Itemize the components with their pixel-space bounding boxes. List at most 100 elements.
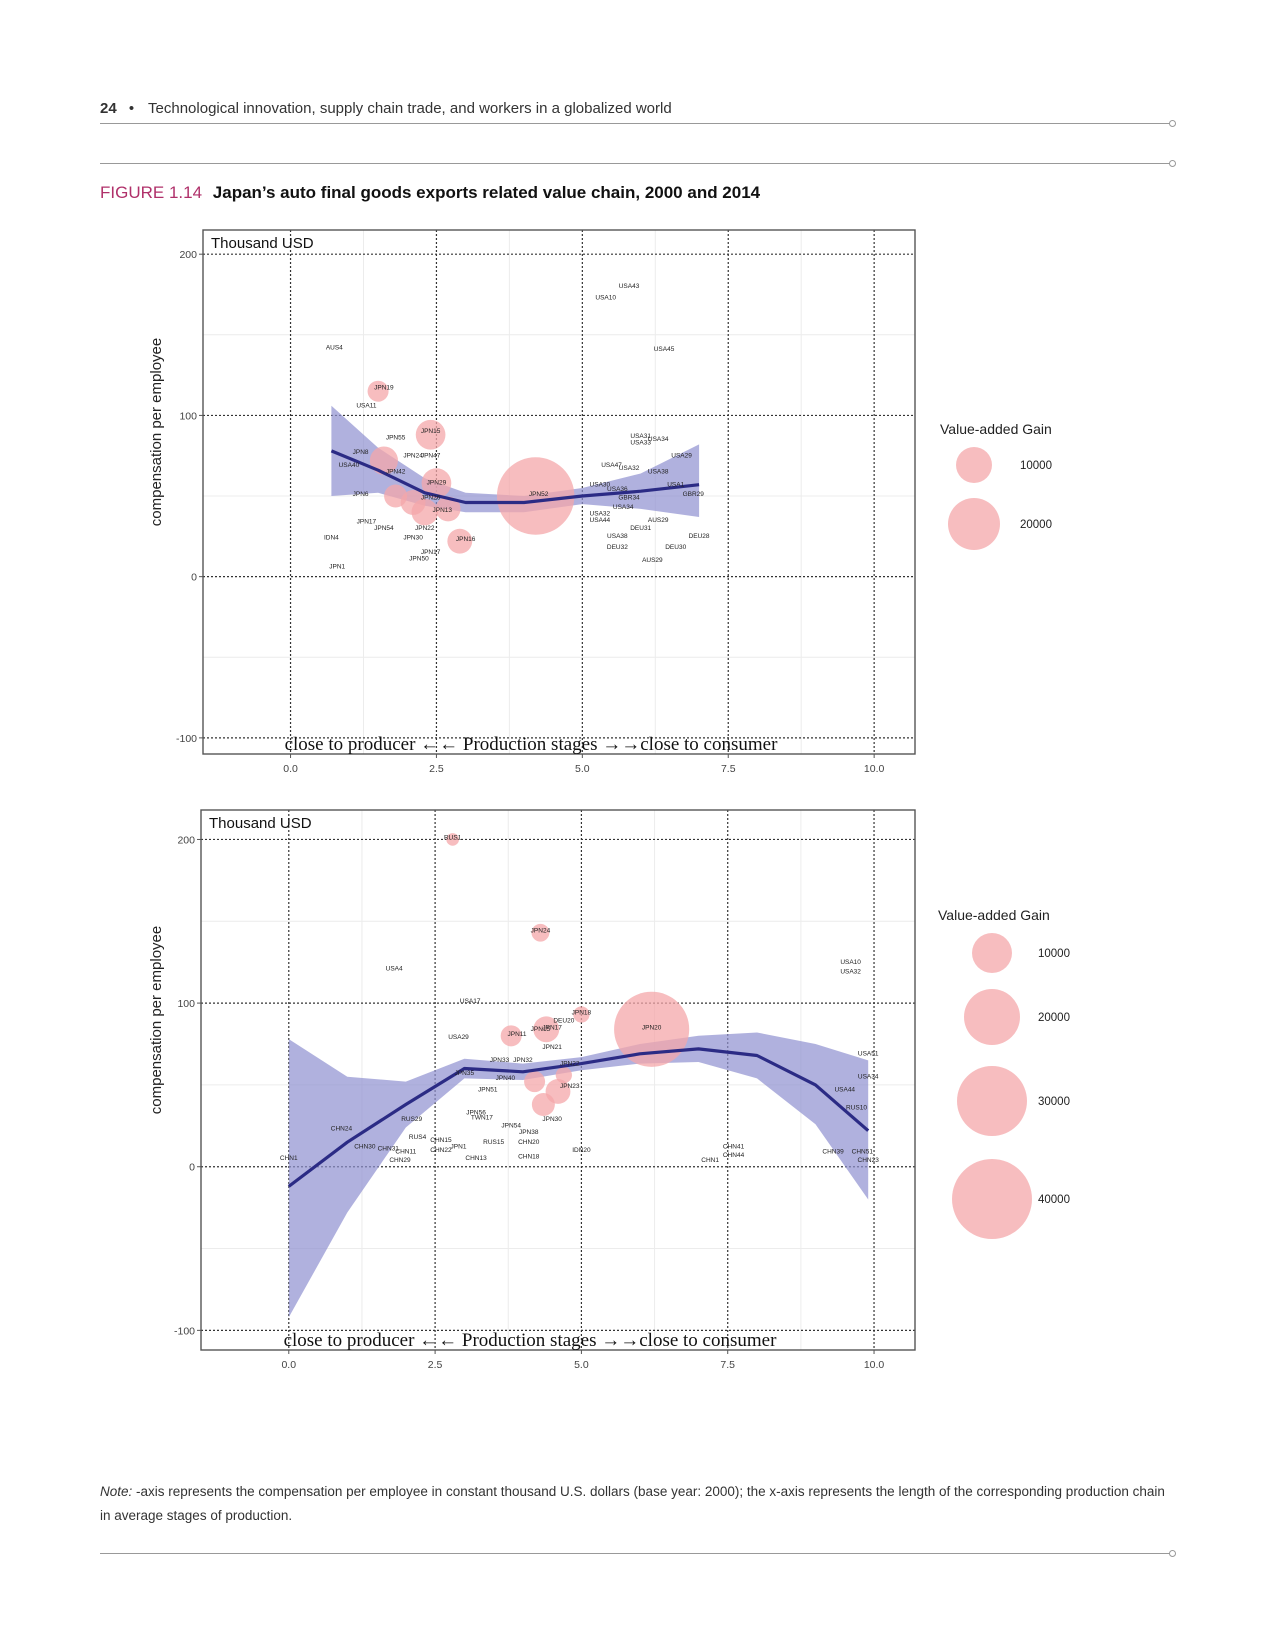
point-label: JPN51: [478, 1086, 498, 1093]
figure-label: FIGURE 1.14: [100, 183, 203, 202]
value-added-bubble: [447, 528, 473, 554]
point-label: JPN18: [572, 1010, 592, 1017]
confidence-ribbon: [288, 1032, 869, 1318]
unit-label: Thousand USD: [211, 235, 314, 252]
point-label: JPN23: [560, 1083, 580, 1090]
point-label: JPN1: [451, 1144, 467, 1151]
point-label: JPN32: [513, 1057, 533, 1064]
point-label: JPN54: [501, 1122, 521, 1129]
point-label: DEU31: [630, 525, 651, 532]
point-label: JPN15: [421, 428, 441, 435]
page-number: 24: [100, 100, 117, 117]
point-label: USA31: [630, 433, 651, 440]
point-label: JPN20: [642, 1024, 662, 1031]
legend-swatch: [957, 1066, 1027, 1136]
point-label: CHN51: [852, 1149, 874, 1156]
legend-swatch: [952, 1159, 1032, 1239]
point-label: IDN20: [572, 1147, 591, 1154]
smooth-trend-line: [287, 1047, 870, 1188]
value-added-bubble: [415, 419, 446, 450]
y-tick-label: 100: [177, 998, 195, 1010]
header-bullet: •: [128, 100, 135, 117]
point-label: JPN35: [455, 1070, 475, 1077]
point-label: USA44: [590, 517, 611, 524]
point-label: JPN17: [357, 518, 377, 525]
y-tick-label: -100: [174, 1325, 195, 1337]
point-label: CHN44: [723, 1152, 745, 1159]
point-label: CHN31: [378, 1145, 400, 1152]
point-label: JPN52: [529, 491, 549, 498]
x-tick-label: 10.0: [864, 763, 885, 775]
point-label: DEU28: [689, 533, 710, 540]
x-tick-label: 7.5: [720, 1359, 735, 1371]
point-label: USA11: [356, 402, 376, 409]
point-label: JPN38: [519, 1129, 539, 1136]
point-label: USA30: [590, 481, 611, 488]
point-label: JPN15: [531, 1026, 551, 1033]
note-label: Note:: [100, 1484, 133, 1499]
x-tick-label: 7.5: [721, 763, 736, 775]
plot-border: [202, 229, 916, 755]
point-label: JPN11: [508, 1031, 527, 1038]
point-label: JPN26: [421, 494, 441, 501]
point-label: CHN23: [858, 1157, 880, 1164]
legend-title: Value-added Gain: [938, 907, 1050, 923]
plot-border: [200, 809, 916, 1351]
y-tick-label: 100: [179, 410, 197, 422]
x-tick-label: 2.5: [428, 1359, 443, 1371]
figure-note: Note: -axis represents the compensation …: [100, 1480, 1175, 1528]
point-label: GBR34: [618, 494, 640, 501]
point-label: JPN33: [490, 1057, 510, 1064]
point-label: USA29: [671, 452, 692, 459]
point-label: USA47: [601, 462, 622, 469]
point-label: RUS15: [483, 1139, 504, 1146]
value-added-bubble: [384, 484, 408, 508]
x-tick-label: 5.0: [575, 763, 590, 775]
point-label: USA45: [654, 346, 675, 353]
legend-label: 20000: [1020, 519, 1052, 531]
legend-label: 30000: [1038, 1096, 1070, 1108]
point-label: AUS4: [326, 344, 343, 351]
point-label: DEU32: [607, 544, 628, 551]
point-label: USA44: [834, 1086, 855, 1093]
point-label: JPN29: [427, 480, 447, 487]
point-label: JPN17: [421, 549, 441, 556]
legend-swatch: [964, 989, 1020, 1045]
point-label: USA33: [630, 439, 651, 446]
point-label: JPN40: [496, 1075, 516, 1082]
point-label: JPN6: [353, 491, 369, 498]
point-label: JPN16: [456, 536, 476, 543]
x-tick-label: 2.5: [429, 763, 444, 775]
point-label: USA32: [840, 969, 861, 976]
header-rule: [100, 120, 1176, 127]
point-label: RUS10: [846, 1104, 867, 1111]
point-label: CHN18: [518, 1154, 540, 1161]
x-tick-label: 5.0: [574, 1359, 589, 1371]
point-label: CHN20: [518, 1139, 540, 1146]
point-label: JPN17: [542, 1024, 562, 1031]
point-label: CHN13: [465, 1155, 487, 1162]
point-label: RUS29: [401, 1116, 422, 1123]
value-added-bubble: [555, 1066, 572, 1084]
value-added-bubble: [573, 1006, 590, 1023]
smooth-trend-line: [330, 449, 700, 505]
y-tick-label: 0: [191, 572, 197, 584]
point-label: CHN11: [395, 1149, 416, 1156]
legend-swatch: [956, 447, 992, 483]
figure-caption: Japan’s auto final goods exports related…: [212, 183, 761, 202]
production-stage-annotation: close to producer ←← Production stages →…: [285, 734, 779, 755]
point-label: DEU20: [553, 1018, 574, 1025]
legend-label: 20000: [1038, 1012, 1070, 1024]
value-added-bubble: [531, 923, 550, 942]
value-added-bubble: [614, 991, 690, 1067]
point-label: USA10: [595, 294, 616, 301]
point-label: JPN21: [542, 1044, 562, 1051]
figure-top-rule: [100, 160, 1176, 167]
point-label: CHN15: [430, 1137, 452, 1144]
point-label: IDN4: [324, 535, 339, 542]
point-label: JPN19: [374, 385, 394, 392]
point-label: USA36: [607, 486, 628, 493]
x-tick-label: 0.0: [281, 1359, 296, 1371]
legend-label: 10000: [1038, 948, 1070, 960]
legend-label: 10000: [1020, 460, 1052, 472]
